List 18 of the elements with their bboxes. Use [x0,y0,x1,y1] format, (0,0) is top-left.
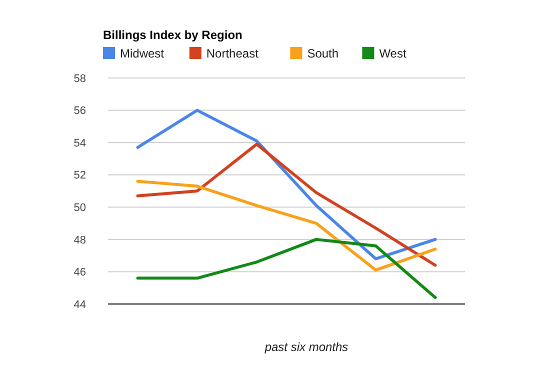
legend-label: Midwest [120,46,165,60]
legend-label: Northeast [206,46,260,60]
line-series [136,238,437,300]
y-tick-label: 46 [74,266,86,279]
y-tick-label: 44 [74,298,86,311]
y-tick-label: 50 [74,202,86,214]
legend-label: South [307,46,339,60]
legend-label: West [379,46,407,60]
y-tick-label: 56 [74,105,86,118]
chart-title: Billings Index by Region [103,28,242,42]
y-tick-label: 54 [74,137,86,150]
line-series [136,108,437,260]
y-tick-label: 52 [74,170,86,182]
y-tick-label: 58 [74,72,86,85]
x-axis-title: past six months [264,340,348,354]
y-tick-label: 48 [74,234,86,246]
line-series [136,142,437,267]
line-series [136,180,437,272]
